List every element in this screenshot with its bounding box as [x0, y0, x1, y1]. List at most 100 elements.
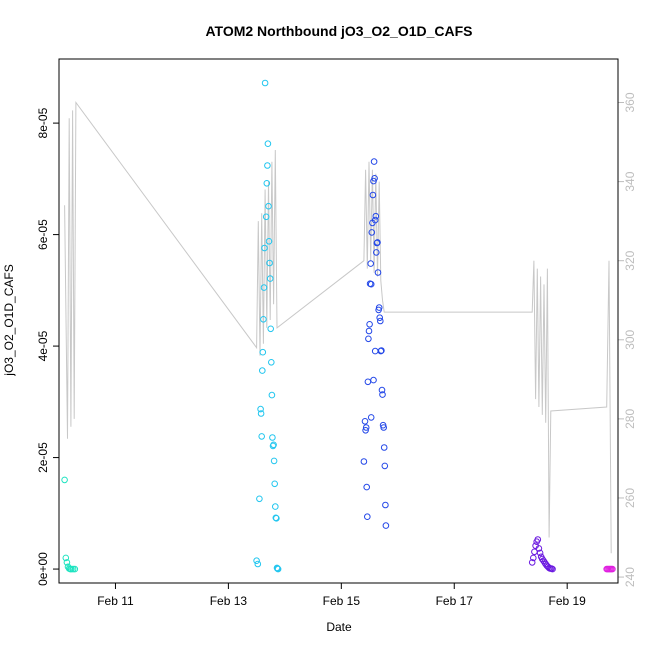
y2-tick-label: 360 — [623, 92, 637, 112]
data-point — [382, 522, 390, 529]
data-point — [528, 559, 536, 566]
data-point — [549, 565, 556, 573]
data-point — [379, 391, 386, 398]
data-point — [265, 202, 272, 210]
data-point — [535, 545, 543, 552]
data-point — [270, 441, 277, 449]
data-point — [258, 433, 266, 440]
y-tick-label: 0e+00 — [36, 552, 50, 586]
data-point — [257, 405, 264, 413]
data-point — [264, 140, 272, 147]
data-point — [264, 162, 271, 169]
x-tick-label: Feb 19 — [549, 594, 587, 608]
data-point — [268, 359, 275, 366]
data-point — [540, 557, 547, 565]
data-point — [262, 213, 270, 221]
y2-tick-label: 240 — [623, 567, 637, 587]
data-point — [378, 347, 385, 354]
y-axis: 0e+00 2e-05 4e-05 6e-05 8e-05 — [36, 107, 59, 586]
y2-tick-label: 340 — [623, 171, 637, 191]
data-point — [260, 316, 267, 323]
y-tick-label: 2e-05 — [36, 442, 50, 473]
data-point — [256, 495, 263, 503]
data-point — [380, 444, 388, 451]
data-point — [372, 212, 380, 220]
x-tick-label: Feb 13 — [210, 594, 248, 608]
data-point — [254, 560, 262, 568]
chart-title: ATOM2 Northbound jO3_O2_O1D_CAFS — [205, 23, 472, 39]
data-point — [360, 458, 368, 465]
data-point — [263, 180, 271, 187]
data-point — [369, 191, 377, 199]
data-point — [375, 304, 383, 311]
data-point — [609, 565, 616, 573]
data-point — [371, 216, 379, 224]
data-point — [371, 175, 378, 182]
data-point — [368, 229, 376, 236]
data-point — [271, 480, 279, 488]
data-point — [266, 259, 273, 267]
y2-tick-label: 300 — [623, 329, 637, 349]
data-point — [370, 376, 377, 384]
data-point — [270, 457, 278, 465]
data-point — [374, 239, 381, 246]
data-point — [265, 238, 273, 245]
x-tick-label: Feb 15 — [323, 594, 361, 608]
data-point — [274, 565, 281, 572]
data-point — [268, 391, 276, 399]
data-point — [364, 378, 372, 386]
data-point — [361, 418, 369, 425]
data-point — [257, 410, 265, 417]
data-point — [273, 515, 280, 522]
x-axis-label: Date — [326, 620, 352, 634]
data-point — [381, 462, 389, 470]
data-point — [382, 501, 389, 509]
scatter-points — [61, 79, 616, 573]
data-point — [380, 424, 388, 431]
data-point — [71, 565, 79, 573]
data-point — [62, 554, 70, 562]
data-point — [367, 280, 375, 288]
data-point — [536, 549, 544, 557]
y-axis-label: jO3_O2_O1D_CAFS — [2, 264, 16, 376]
data-point — [259, 367, 266, 374]
data-point — [364, 513, 371, 521]
data-point — [370, 158, 378, 165]
data-point — [269, 434, 276, 441]
y-tick-label: 4e-05 — [36, 330, 50, 361]
data-point — [365, 327, 373, 335]
data-point — [373, 239, 381, 247]
data-point — [267, 325, 275, 333]
data-point — [274, 565, 282, 573]
data-point — [266, 275, 274, 282]
right-y-axis: 240 260 280 300 320 340 360 — [617, 92, 637, 587]
data-point — [253, 557, 260, 565]
data-point — [367, 260, 375, 267]
line-series — [64, 100, 612, 554]
data-point — [374, 269, 382, 276]
data-point — [261, 244, 268, 252]
data-point — [367, 414, 375, 421]
data-point — [63, 559, 71, 566]
data-point — [272, 503, 279, 510]
data-point — [366, 321, 373, 328]
y-tick-label: 8e-05 — [36, 107, 50, 138]
data-point — [362, 424, 370, 431]
series-line — [64, 100, 612, 554]
data-point — [377, 317, 384, 325]
data-point — [371, 347, 379, 355]
data-point — [530, 554, 537, 562]
data-point — [534, 536, 542, 543]
y2-tick-label: 260 — [623, 488, 637, 508]
y2-tick-label: 280 — [623, 409, 637, 429]
data-point — [261, 79, 269, 87]
data-point — [376, 314, 384, 322]
x-tick-label: Feb 17 — [436, 594, 474, 608]
data-point — [365, 335, 372, 343]
data-point — [362, 427, 369, 434]
data-point — [61, 476, 68, 484]
y-tick-label: 6e-05 — [36, 219, 50, 250]
y2-tick-label: 320 — [623, 250, 637, 270]
x-axis: Feb 11 Feb 13 Feb 15 Feb 17 Feb 19 — [97, 583, 586, 608]
